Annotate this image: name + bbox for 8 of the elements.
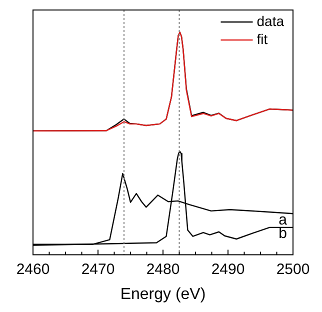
x-tick-label: 2500 — [276, 260, 310, 278]
legend-label: fit — [256, 30, 268, 47]
x-tick-label: 2460 — [16, 260, 50, 278]
x-tick-label: 2490 — [211, 260, 245, 278]
x-axis-title: Energy (eV) — [120, 286, 206, 303]
x-tick-label: 2470 — [81, 260, 115, 278]
x-tick-label: 2480 — [146, 260, 180, 278]
legend-label: data — [256, 12, 284, 29]
